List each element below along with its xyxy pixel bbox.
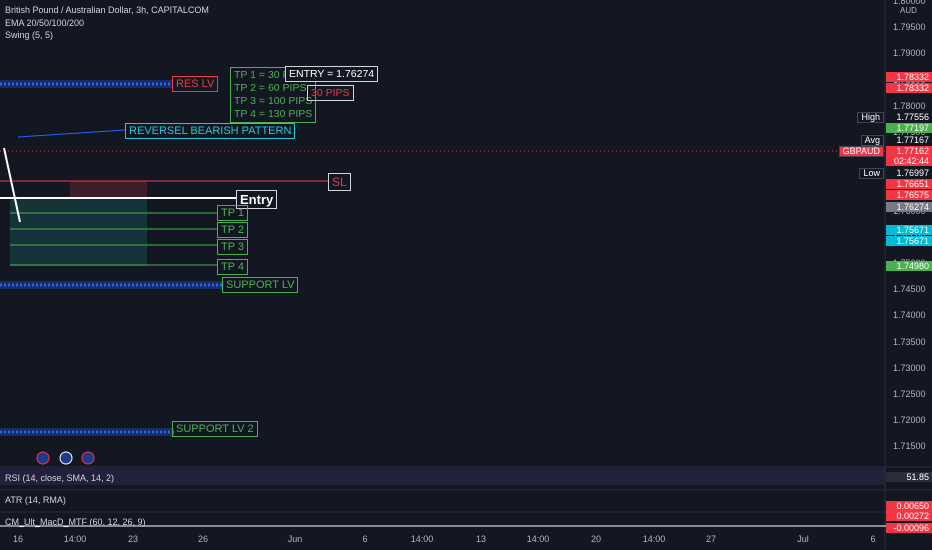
price-tick: 1.78000 (893, 100, 926, 111)
badge-label: High (857, 112, 884, 123)
time-tick: 16 (12, 534, 24, 544)
price-badge: 1.78332 (886, 72, 932, 82)
price-badge: 1.77162 (886, 146, 932, 156)
time-tick: 26 (197, 534, 209, 544)
tp-label: TP 1 (217, 205, 249, 221)
price-badge: 1.77167 (886, 135, 932, 145)
price-badge: 1.77197 (886, 123, 932, 133)
badge-label: Avg (860, 135, 884, 146)
price-tick: 1.74000 (893, 310, 926, 321)
price-badge: -0.00096 (886, 523, 932, 533)
price-badge: 0.00650 (886, 501, 932, 511)
price-badge: 51.85 (886, 472, 932, 482)
tp-line: TP 4 = 130 PIPS (234, 108, 313, 120)
tp-list: TP 1 = 30 PIPS TP 2 = 60 PIPS TP 3 = 100 … (230, 67, 317, 123)
price-tick: 1.74500 (893, 284, 926, 295)
symbol-title: British Pound / Australian Dollar, 3h, C… (5, 5, 209, 15)
price-tick: 1.79000 (893, 48, 926, 59)
sl-pips: 30 PIPS (307, 85, 354, 101)
price-tick: 1.80000 (893, 0, 926, 6)
currency: AUD (900, 6, 917, 15)
time-tick: 6 (362, 534, 368, 544)
indicator: Swing (5, 5) (5, 30, 54, 40)
time-tick: 13 (475, 534, 487, 544)
price-badge: 1.76274 (886, 202, 932, 212)
pane-title: CM_Ult_MacD_MTF (60, 12, 26, 9) (5, 517, 146, 527)
tp-label: TP 4 (217, 259, 249, 275)
price-badge: 1.76997 (886, 168, 932, 178)
price-badge: 1.77556 (886, 112, 932, 122)
entry-price: ENTRY = 1.76274 (285, 66, 379, 82)
price-badge: 0.00272 (886, 511, 932, 521)
price-tick: 1.73500 (893, 336, 926, 347)
price-tick: 1.72000 (893, 415, 926, 426)
price-badge: 02:42:44 (886, 156, 932, 166)
price-badge: 1.78332 (886, 83, 932, 93)
time-tick: 14:00 (526, 534, 550, 544)
price-badge: 1.76651 (886, 179, 932, 189)
time-tick: 20 (590, 534, 602, 544)
price-badge: 1.75671 (886, 236, 932, 246)
price-tick: 1.71500 (893, 441, 926, 452)
time-tick: Jul (797, 534, 809, 544)
time-tick: 14:00 (410, 534, 434, 544)
sl-label: SL (328, 173, 351, 191)
tp-label: TP 2 (217, 222, 249, 238)
price-tick: 1.73000 (893, 362, 926, 373)
entry-label: Entry (236, 190, 278, 209)
time-tick: Jun (287, 534, 303, 544)
tp-label: TP 3 (217, 239, 249, 255)
tp-line: TP 2 = 60 PIPS (234, 82, 307, 94)
reversal-label: REVERSEL BEARISH PATTERN (125, 123, 296, 139)
price-tick: 1.79500 (893, 22, 926, 33)
price-badge: 1.74980 (886, 261, 932, 271)
price-badge: 1.76575 (886, 190, 932, 200)
support-lv-label: SUPPORT LV (222, 277, 299, 293)
badge-label: Low (859, 168, 884, 179)
time-tick: 27 (705, 534, 717, 544)
support-lv2-label: SUPPORT LV 2 (172, 421, 258, 437)
indicator: EMA 20/50/100/200 (5, 18, 85, 28)
pane-title: RSI (14, close, SMA, 14, 2) (5, 473, 115, 483)
price-tick: 1.72500 (893, 389, 926, 399)
badge-label: GBPAUD (838, 146, 884, 157)
time-tick: 14:00 (63, 534, 87, 544)
pane-title: ATR (14, RMA) (5, 495, 66, 505)
res-lv-label: RES LV (172, 76, 219, 92)
time-tick: 23 (127, 534, 139, 544)
tp-line: TP 3 = 100 PIPS (234, 95, 313, 107)
time-tick: 14:00 (642, 534, 666, 544)
time-tick: 6 (870, 534, 876, 544)
price-badge: 1.75671 (886, 225, 932, 235)
